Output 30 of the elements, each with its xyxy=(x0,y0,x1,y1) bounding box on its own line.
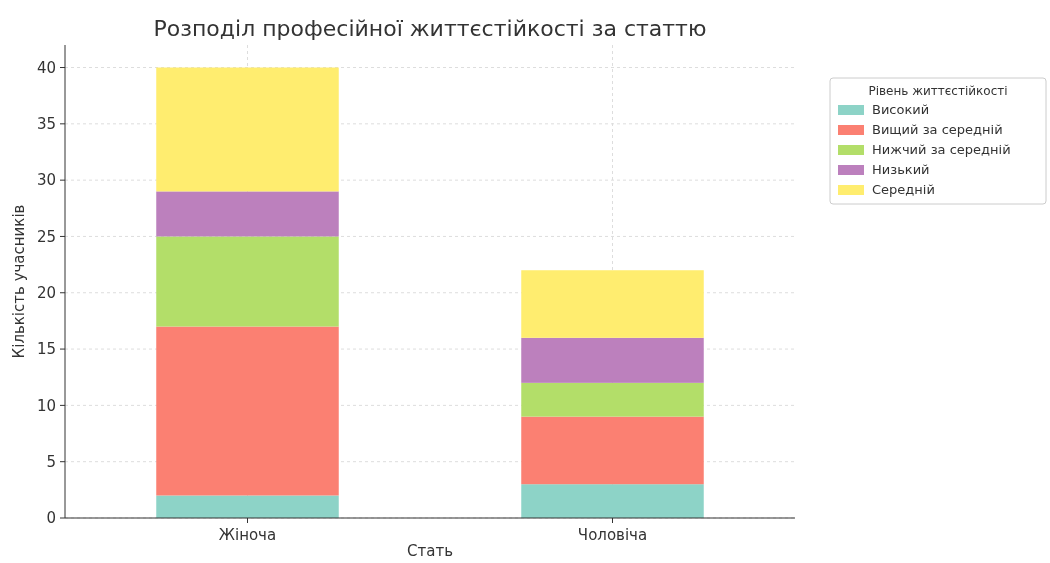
bar xyxy=(156,191,339,237)
chart-title: Розподіл професійної життєстійкості за статтю xyxy=(153,16,707,41)
y-tick-label: 35 xyxy=(36,115,56,134)
legend-label: Низький xyxy=(872,162,930,177)
bar xyxy=(521,416,704,485)
y-tick-label: 25 xyxy=(36,227,56,246)
bar xyxy=(156,236,339,327)
legend-label: Нижчий за середній xyxy=(872,142,1011,157)
x-tick-label: Жіноча xyxy=(218,526,277,544)
y-tick-label: 10 xyxy=(36,396,56,415)
bar xyxy=(521,382,704,417)
y-tick-label: 30 xyxy=(36,171,56,190)
x-tick-label: Чоловіча xyxy=(577,526,648,544)
bar xyxy=(156,326,339,496)
legend-label: Вищий за середній xyxy=(872,122,1003,137)
bar xyxy=(521,270,704,338)
y-tick-label: 5 xyxy=(46,452,56,471)
y-tick-label: 20 xyxy=(36,284,56,303)
y-tick-label: 0 xyxy=(46,509,56,528)
bar xyxy=(521,337,704,383)
y-tick-label: 40 xyxy=(36,58,56,77)
y-tick-label: 15 xyxy=(36,340,56,359)
bar xyxy=(521,484,704,518)
legend-label: Високий xyxy=(872,102,930,117)
y-axis-title: Кількість учасників xyxy=(10,204,28,359)
legend-title: Рівень життєстійкості xyxy=(868,84,1008,98)
x-axis-title: Стать xyxy=(407,542,453,560)
bar xyxy=(156,67,339,192)
bar xyxy=(156,495,339,518)
legend-label: Середній xyxy=(872,182,935,197)
